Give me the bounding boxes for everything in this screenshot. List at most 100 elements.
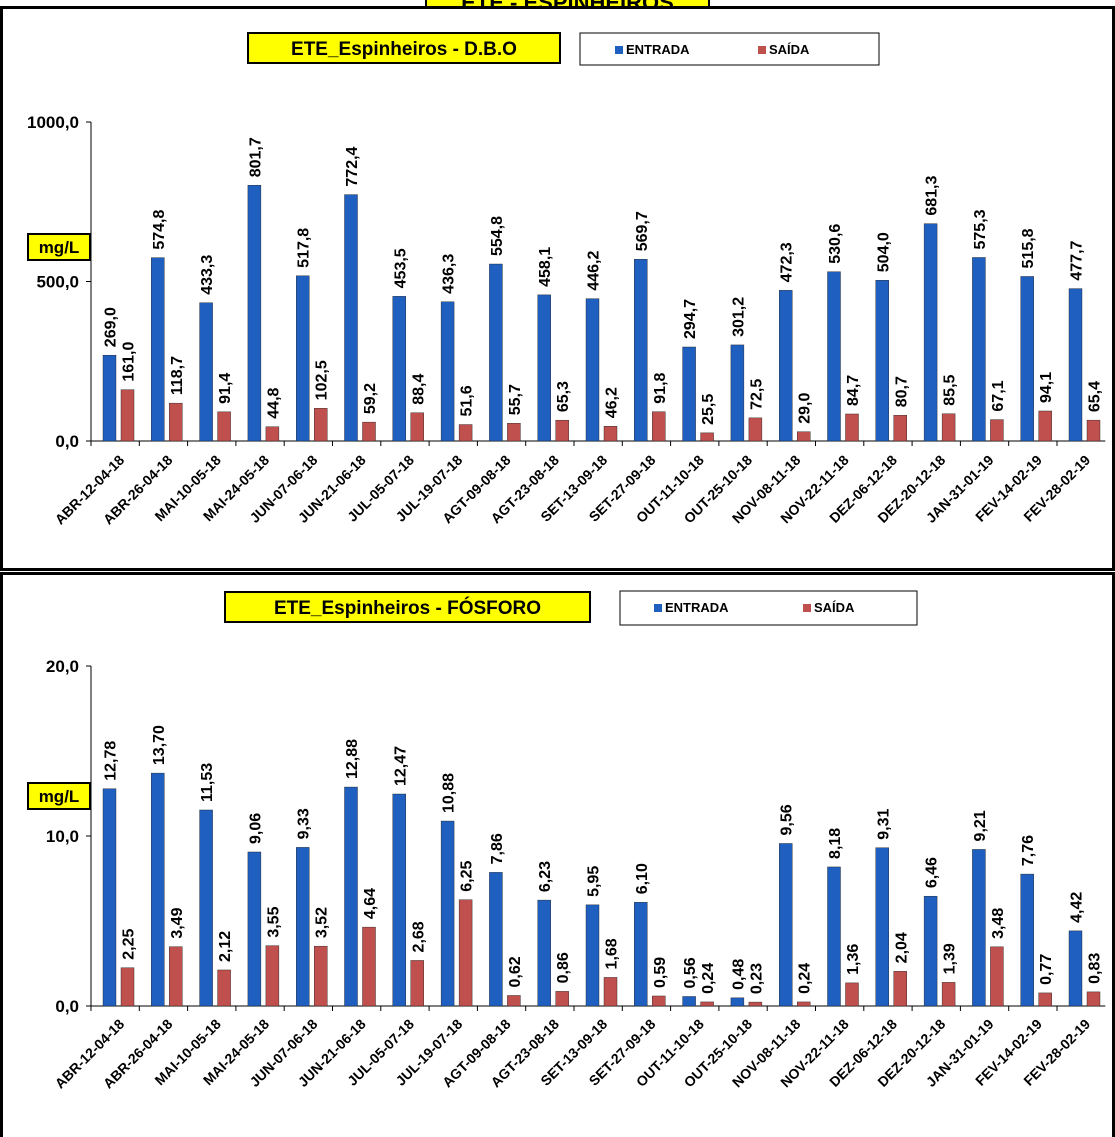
data-label-entrada: 504,0: [875, 232, 892, 272]
data-label-entrada: 433,3: [199, 255, 216, 295]
bar-saida: [265, 945, 280, 1007]
bar-entrada: [440, 301, 455, 442]
chart-title: ETE_Espinheiros - D.B.O: [247, 32, 561, 64]
data-label-entrada: 269,0: [103, 307, 120, 347]
bar-entrada: [972, 849, 986, 1007]
data-label-saida: 118,7: [169, 356, 186, 395]
data-label-saida: 102,5: [314, 360, 331, 400]
bar-saida: [555, 419, 569, 442]
data-label-saida: 3,52: [314, 907, 331, 938]
legend-box: [619, 590, 918, 626]
bar-entrada: [730, 344, 745, 442]
bar-saida: [845, 982, 859, 1007]
data-label-entrada: 453,5: [392, 248, 409, 288]
bar-saida: [797, 431, 811, 442]
bar-entrada: [247, 851, 262, 1007]
data-label-saida: 67,1: [990, 380, 1007, 411]
bar-entrada: [151, 772, 165, 1007]
data-label-entrada: 554,8: [489, 216, 506, 256]
bar-entrada: [682, 346, 696, 442]
bar-entrada: [489, 263, 503, 442]
bar-saida: [265, 426, 280, 442]
data-label-entrada: 575,3: [972, 209, 989, 249]
data-label-entrada: 681,3: [924, 176, 941, 216]
bar-entrada: [344, 194, 358, 442]
data-label-entrada: 530,6: [827, 224, 844, 264]
data-label-saida: 72,5: [748, 379, 765, 410]
data-label-saida: 44,8: [265, 387, 282, 418]
bar-entrada: [634, 902, 648, 1007]
data-label-entrada: 9,33: [296, 808, 313, 839]
data-label-saida: 88,4: [410, 374, 427, 405]
data-label-entrada: 9,31: [875, 808, 892, 839]
data-label-entrada: 9,56: [779, 804, 796, 835]
bar-saida: [217, 969, 231, 1007]
bar-entrada: [199, 809, 213, 1007]
bar-entrada: [1068, 930, 1083, 1007]
bar-saida: [120, 967, 135, 1007]
data-label-saida: 1,39: [942, 943, 959, 974]
chart-legend: ENTRADA SAÍDA: [579, 32, 880, 66]
bar-entrada: [151, 257, 165, 442]
bar-entrada: [779, 843, 793, 1007]
bar-saida: [169, 946, 183, 1007]
bar-saida: [748, 1001, 763, 1007]
bar-saida: [603, 977, 618, 1007]
data-label-entrada: 517,8: [296, 228, 313, 268]
data-label-saida: 65,3: [555, 381, 572, 412]
data-label-entrada: 574,8: [151, 209, 168, 249]
bar-entrada: [923, 223, 938, 442]
y-axis-label-box: [27, 782, 91, 810]
bar-saida: [555, 991, 569, 1007]
legend-box: [579, 32, 880, 66]
data-label-saida: 91,4: [217, 373, 234, 404]
bar-entrada: [875, 280, 889, 442]
bar-entrada: [682, 996, 696, 1007]
data-label-saida: 51,6: [459, 385, 476, 416]
data-label-saida: 2,68: [410, 921, 427, 952]
data-label-entrada: 446,2: [586, 251, 603, 291]
data-label-entrada: 9,21: [972, 810, 989, 841]
legend-label-saida: SAÍDA: [814, 600, 855, 615]
bar-saida: [893, 971, 907, 1007]
bar-saida: [990, 946, 1004, 1007]
data-label-entrada: 436,3: [441, 254, 458, 294]
bar-saida: [120, 389, 135, 442]
legend-label-entrada: ENTRADA: [665, 600, 729, 615]
bar-saida: [410, 412, 424, 442]
bar-saida: [458, 899, 473, 1007]
y-tick-label: 20,0: [46, 657, 79, 676]
data-label-entrada: 12,78: [103, 741, 120, 781]
legend-swatch-entrada: [615, 46, 623, 54]
bar-saida: [362, 926, 376, 1007]
legend-swatch-saida: [803, 604, 811, 612]
bar-saida: [748, 417, 763, 442]
bar-saida: [893, 415, 907, 442]
data-label-entrada: 569,7: [634, 211, 651, 251]
bar-entrada: [827, 271, 841, 442]
bar-entrada: [972, 257, 986, 442]
bar-entrada: [730, 997, 745, 1007]
chart-panel-fosforo: ETE_Espinheiros - FÓSFORO ENTRADA SAÍDA mg/…: [0, 572, 1115, 1137]
data-label-entrada: 515,8: [1020, 228, 1037, 268]
bar-entrada: [537, 294, 551, 442]
bar-entrada: [102, 354, 117, 442]
data-label-entrada: 477,7: [1069, 240, 1086, 280]
data-label-entrada: 10,88: [441, 773, 458, 813]
dbo-bar-chart: ETE_Espinheiros - D.B.O ENTRADA SAÍDA mg/L 0…: [27, 32, 1106, 528]
bar-saida: [845, 413, 859, 442]
data-label-saida: 0,24: [797, 963, 814, 994]
data-label-entrada: 458,1: [537, 247, 554, 287]
y-tick-label: 1000,0: [27, 113, 79, 132]
data-label-entrada: 801,7: [247, 137, 264, 177]
y-axis-label-box: [27, 233, 91, 261]
data-label-saida: 3,48: [990, 908, 1007, 939]
data-label-saida: 25,5: [700, 394, 717, 425]
data-label-saida: 0,62: [507, 956, 524, 987]
bar-saida: [410, 960, 424, 1007]
legend-label-entrada: ENTRADA: [626, 42, 690, 57]
data-label-saida: 65,4: [1087, 381, 1104, 412]
data-label-saida: 1,68: [604, 938, 621, 969]
bar-entrada: [923, 895, 938, 1007]
bar-entrada: [779, 290, 793, 442]
